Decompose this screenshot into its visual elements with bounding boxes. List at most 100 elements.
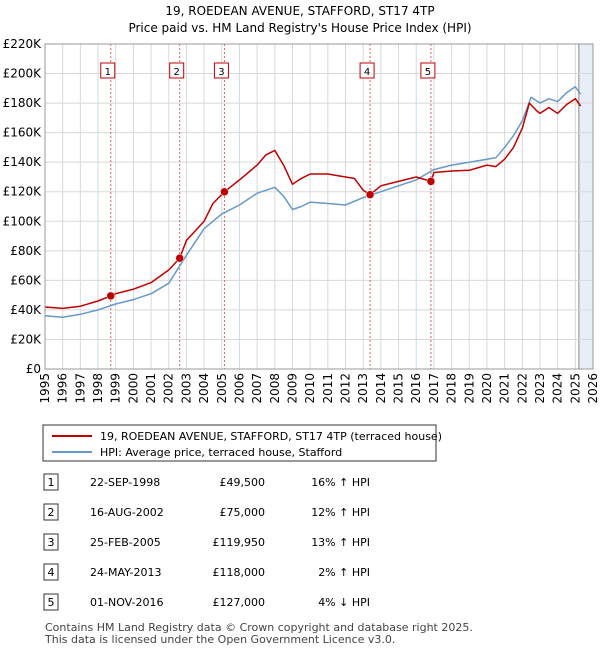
y-tick-label: £140K	[3, 155, 43, 169]
transactions-table: 1 22-SEP-1998 £49,500 16% ↑ HPI 2 16-AUG-2002…	[43, 473, 370, 611]
x-tick-label: 1996	[56, 373, 70, 404]
tx-price: £75,000	[220, 506, 266, 519]
x-tick-label: 1999	[109, 373, 123, 404]
tx-num-box	[43, 503, 59, 521]
x-tick-label: 2012	[339, 373, 353, 404]
legend-box	[42, 424, 437, 462]
x-tick-label: 2021	[498, 373, 512, 404]
tx-num: 3	[48, 536, 55, 549]
y-axis-ticks: £0 £20K £40K £60K £80K £100K £120K £140K £160K £1…	[3, 37, 43, 376]
tx-num-box	[43, 533, 59, 551]
x-tick-label: 2009	[285, 373, 299, 404]
x-axis-ticks: 1995 1996 1997 1998 1999 2000 2001 2002 2003 2004…	[38, 373, 600, 404]
sale-marker-label-3: 3	[218, 67, 224, 78]
shade-layer	[578, 44, 593, 369]
x-tick-label: 2001	[144, 373, 158, 404]
x-tick-label: 2016	[409, 373, 423, 404]
tx-num-box	[43, 593, 59, 611]
tx-price: £118,000	[213, 566, 266, 579]
tx-price: £127,000	[213, 596, 266, 609]
tx-num: 2	[48, 506, 55, 519]
sale-point-3	[220, 187, 229, 197]
tx-hpi: 4% ↓ HPI	[318, 596, 370, 609]
legend-property-label: 19, ROEDEAN AVENUE, STAFFORD, ST17 4TP (…	[100, 430, 442, 443]
x-tick-label: 2007	[250, 373, 264, 404]
y-tick-label: £60K	[10, 273, 42, 287]
x-tick-label: 2026	[586, 373, 600, 404]
sale-marker-box-5	[420, 62, 436, 79]
x-tick-label: 2015	[392, 373, 406, 404]
x-tick-label: 1998	[91, 373, 105, 404]
x-tick-label: 1995	[38, 373, 52, 404]
y-tick-label: £80K	[10, 244, 42, 258]
x-tick-label: 2000	[126, 373, 140, 404]
sale-marker-label-5: 5	[425, 67, 431, 78]
x-tick-label: 2013	[356, 373, 370, 404]
y-tick-label: £40K	[10, 303, 42, 317]
x-tick-label: 2006	[232, 373, 246, 404]
tx-num: 4	[48, 566, 55, 579]
x-tick-label: 2003	[179, 373, 193, 404]
x-tick-label: 2014	[374, 373, 388, 404]
x-tick-label: 2004	[197, 373, 211, 404]
sale-marker-box-3	[213, 62, 229, 79]
sale-marker-boxes: 1 2 3 4 5	[100, 62, 436, 79]
x-tick-label: 2008	[268, 373, 282, 404]
y-tick-label: £160K	[3, 126, 43, 140]
y-tick-label: £100K	[3, 214, 43, 228]
y-tick-label: £120K	[3, 185, 43, 199]
tx-hpi: 12% ↑ HPI	[311, 506, 370, 519]
tx-price: £119,950	[213, 536, 266, 549]
chart-title-line1: 19, ROEDEAN AVENUE, STAFFORD, ST17 4TP	[165, 4, 434, 18]
sale-point-4	[365, 190, 375, 199]
footer-licence: This data is licensed under the Open Gov…	[44, 633, 395, 646]
y-tick-label: £20K	[10, 332, 42, 346]
sale-marker-box-4	[359, 62, 375, 79]
y-tick-label: £200K	[3, 67, 43, 81]
sale-marker-label-1: 1	[105, 67, 111, 78]
forecast-shade-0	[578, 44, 593, 369]
y-tick-label: £220K	[3, 37, 43, 51]
x-tick-label: 2017	[427, 373, 441, 404]
property-price-line	[44, 97, 582, 310]
y-tick-label: £0	[26, 362, 41, 376]
tx-num: 1	[48, 476, 55, 489]
sale-point-2	[175, 253, 184, 263]
sale-dots	[106, 177, 436, 301]
x-tick-label: 2019	[462, 373, 476, 404]
tx-date: 24-MAY-2013	[90, 566, 162, 579]
x-tick-label: 2011	[321, 373, 335, 404]
y-tick-label: £180K	[3, 96, 43, 110]
tx-date: 16-AUG-2002	[90, 506, 164, 519]
legend-hpi-label: HPI: Average price, terraced house, Staf…	[100, 446, 342, 459]
x-tick-label: 2023	[533, 373, 547, 404]
x-tick-label: 2018	[445, 373, 459, 404]
tx-num: 5	[48, 596, 55, 609]
x-tick-label: 2005	[215, 373, 229, 404]
series-layer	[44, 86, 582, 319]
tx-date: 01-NOV-2016	[90, 596, 164, 609]
chart-title-line2: Price paid vs. HM Land Registry's House …	[128, 21, 471, 35]
sale-point-1	[106, 291, 116, 301]
sale-marker-box-2	[169, 62, 185, 79]
legend: 19, ROEDEAN AVENUE, STAFFORD, ST17 4TP (…	[42, 424, 442, 462]
x-tick-label: 2002	[162, 373, 176, 404]
plot-frame	[44, 43, 594, 370]
grid-layer	[44, 43, 594, 370]
x-tick-label: 2024	[551, 373, 565, 404]
x-tick-label: 2020	[480, 373, 494, 404]
sale-marker-label-4: 4	[364, 67, 370, 78]
x-tick-label: 1997	[73, 373, 87, 404]
x-tick-label: 2022	[515, 373, 529, 404]
tx-hpi: 2% ↑ HPI	[318, 566, 370, 579]
tx-price: £49,500	[220, 476, 266, 489]
tx-date: 22-SEP-1998	[90, 476, 160, 489]
tx-date: 25-FEB-2005	[90, 536, 161, 549]
x-tick-label: 2010	[303, 373, 317, 404]
tx-hpi: 16% ↑ HPI	[311, 476, 370, 489]
tx-num-box	[43, 563, 59, 581]
tx-num-box	[43, 473, 59, 491]
hpi-line	[44, 86, 582, 319]
tx-hpi: 13% ↑ HPI	[311, 536, 370, 549]
